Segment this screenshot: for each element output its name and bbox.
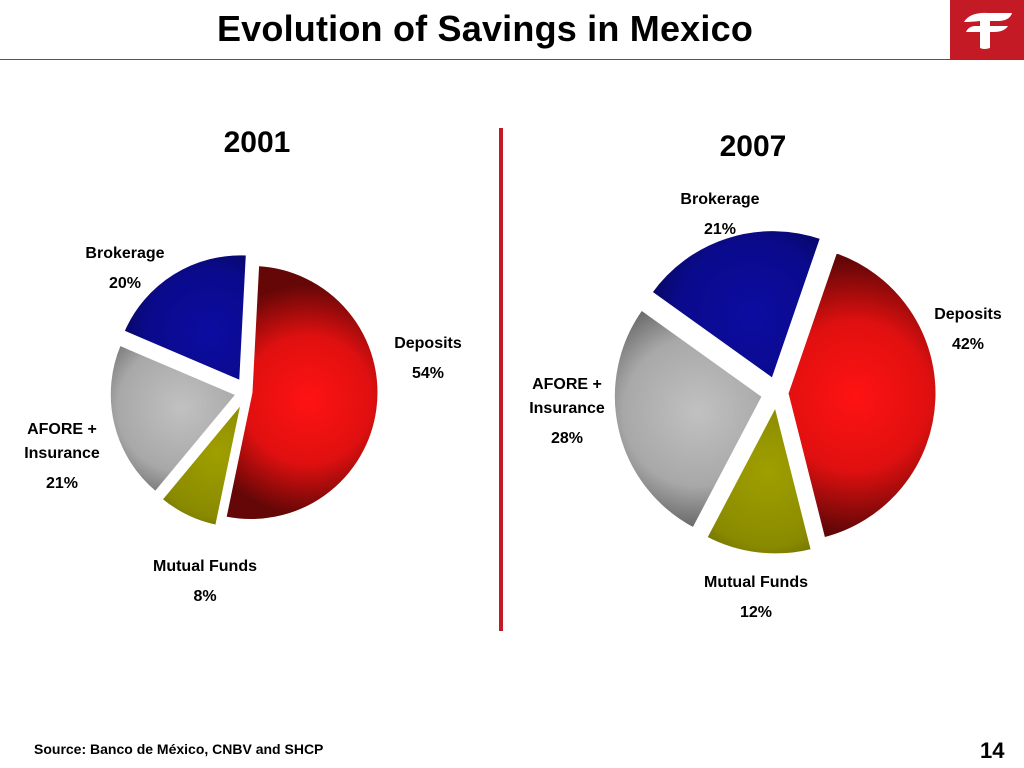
slice-2007-deposits [785, 249, 939, 541]
label-2001-deposits: Deposits 54% [378, 332, 478, 386]
slice-name: Deposits [394, 335, 462, 352]
slice-2001-brokerage [120, 252, 249, 385]
slice-name: AFORE + Insurance [24, 421, 100, 462]
source-note: Source: Banco de México, CNBV and SHCP [34, 741, 324, 757]
slice-value: 8% [193, 588, 217, 605]
slice-2001-mutual-funds [158, 400, 245, 529]
slice-2007-afore-insurance [611, 306, 766, 532]
slice-value: 42% [951, 336, 985, 353]
chart-divider [499, 128, 503, 631]
page-title: Evolution of Savings in Mexico [216, 8, 754, 49]
slice-name: AFORE + Insurance [529, 376, 605, 417]
chart-title-2001: 2001 [223, 126, 291, 159]
slice-name: Mutual Funds [153, 558, 257, 575]
slice-2001-afore-insurance [107, 342, 240, 495]
page-number: 14 [980, 738, 1005, 763]
chart-title-2007: 2007 [719, 130, 787, 163]
label-2001-afore: AFORE + Insurance 21% [8, 418, 116, 496]
slice-name: Brokerage [85, 245, 165, 262]
pie-2007 [611, 228, 939, 557]
slice-value: 12% [739, 604, 773, 621]
slice-name: Brokerage [680, 191, 760, 208]
slice-value: 21% [45, 475, 79, 492]
bank-logo [950, 0, 1024, 60]
title-rule [0, 59, 950, 60]
slice-2007-brokerage [648, 228, 824, 383]
label-2007-afore: AFORE + Insurance 28% [513, 373, 621, 451]
label-2007-brokerage: Brokerage 21% [660, 188, 780, 242]
label-2007-deposits: Deposits 42% [918, 303, 1018, 357]
slice-2001-deposits [223, 263, 381, 522]
pie-2001 [107, 252, 381, 529]
slice-value: 21% [703, 221, 737, 238]
slice-name: Deposits [934, 306, 1002, 323]
slice-value: 54% [411, 365, 445, 382]
slice-2007-mutual-funds [703, 400, 815, 557]
label-2007-mutual-funds: Mutual Funds 12% [681, 571, 831, 625]
slice-name: Mutual Funds [704, 574, 808, 591]
label-2001-mutual-funds: Mutual Funds 8% [130, 555, 280, 609]
label-2001-brokerage: Brokerage 20% [70, 242, 180, 296]
slice-value: 28% [550, 430, 584, 447]
slice-value: 20% [108, 275, 142, 292]
